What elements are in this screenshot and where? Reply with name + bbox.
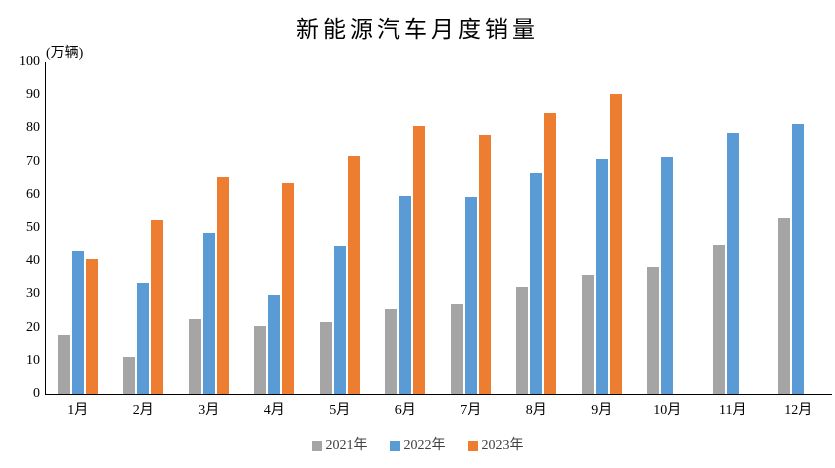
x-tick-label: 10月: [653, 403, 682, 418]
bar-2021年-10月: [647, 266, 660, 394]
y-tick-label: 100: [19, 54, 40, 69]
y-tick-label: 0: [33, 386, 40, 401]
x-tick-label: 8月: [525, 403, 547, 418]
x-tick-label: 6月: [394, 403, 416, 418]
bar-2023年-2月: [151, 219, 164, 394]
x-tick-label: 9月: [591, 403, 613, 418]
y-tick-label: 90: [26, 87, 40, 103]
y-axis-line: [45, 62, 46, 394]
bar-2022年-9月: [595, 158, 608, 394]
y-tick-label: 20: [26, 319, 40, 335]
bar-2022年-11月: [726, 133, 739, 394]
bar-2023年-5月: [347, 155, 360, 394]
bar-2022年-12月: [792, 123, 805, 394]
bar-2023年-1月: [85, 258, 98, 394]
bar-2022年-2月: [137, 283, 150, 394]
x-tick-label: 1月: [67, 403, 89, 418]
legend-item-2022年: 2022年: [389, 438, 446, 454]
bar-2023年-6月: [413, 126, 426, 394]
bar-2021年-5月: [319, 321, 332, 394]
bar-2022年-10月: [661, 156, 674, 394]
bar-2023年-7月: [478, 135, 491, 394]
bar-2023年-3月: [216, 177, 229, 394]
x-tick-label: 12月: [784, 403, 813, 418]
y-tick-label: 40: [26, 253, 40, 269]
bar-2021年-12月: [778, 217, 791, 394]
bar-2021年-1月: [57, 334, 70, 394]
x-tick-label: 7月: [460, 403, 482, 418]
chart-title: 新能源汽车月度销量: [296, 17, 539, 42]
bar-2022年-5月: [333, 245, 346, 394]
bar-2022年-7月: [464, 197, 477, 394]
legend: 2021年 2022年 2023年: [0, 438, 835, 454]
bar-2022年-4月: [268, 294, 281, 394]
bar-2022年-6月: [399, 196, 412, 394]
bar-2021年-4月: [254, 325, 267, 394]
y-tick-label: 80: [26, 120, 40, 136]
bar-2021年-3月: [188, 318, 201, 394]
bar-2021年-11月: [712, 244, 725, 394]
legend-swatch-icon: [467, 441, 478, 451]
bar-2021年-8月: [516, 287, 529, 394]
y-tick-label: 70: [26, 153, 40, 169]
bar-2022年-3月: [202, 233, 215, 394]
y-tick-label: 60: [26, 186, 40, 202]
legend-label: 2022年: [403, 438, 446, 453]
y-tick-label: 10: [26, 352, 40, 368]
bar-2022年-1月: [71, 250, 84, 394]
legend-label: 2021年: [325, 438, 368, 453]
x-tick-label: 5月: [329, 403, 351, 418]
x-tick-label: 2月: [132, 403, 154, 418]
bar-2021年-7月: [450, 304, 463, 394]
x-tick-label: 11月: [719, 403, 747, 418]
y-tick-label: 30: [26, 286, 40, 302]
legend-swatch-icon: [389, 441, 400, 451]
bar-2021年-6月: [385, 309, 398, 394]
y-tick-label: 50: [26, 220, 40, 235]
x-tick-label: 4月: [263, 403, 285, 418]
x-axis-line: [45, 394, 832, 395]
bar-2023年-9月: [609, 93, 622, 394]
bar-2021年-2月: [123, 357, 136, 394]
y-axis-unit-label: (万辆): [46, 46, 84, 61]
bar-2022年-8月: [530, 172, 543, 394]
legend-label: 2023年: [481, 438, 524, 453]
legend-item-2023年: 2023年: [467, 438, 524, 454]
legend-item-2021年: 2021年: [311, 438, 368, 454]
legend-swatch-icon: [311, 441, 322, 451]
bar-2023年-8月: [544, 113, 557, 394]
x-tick-label: 3月: [198, 403, 220, 418]
bar-2023年-4月: [282, 182, 295, 394]
bar-2021年-9月: [581, 275, 594, 394]
